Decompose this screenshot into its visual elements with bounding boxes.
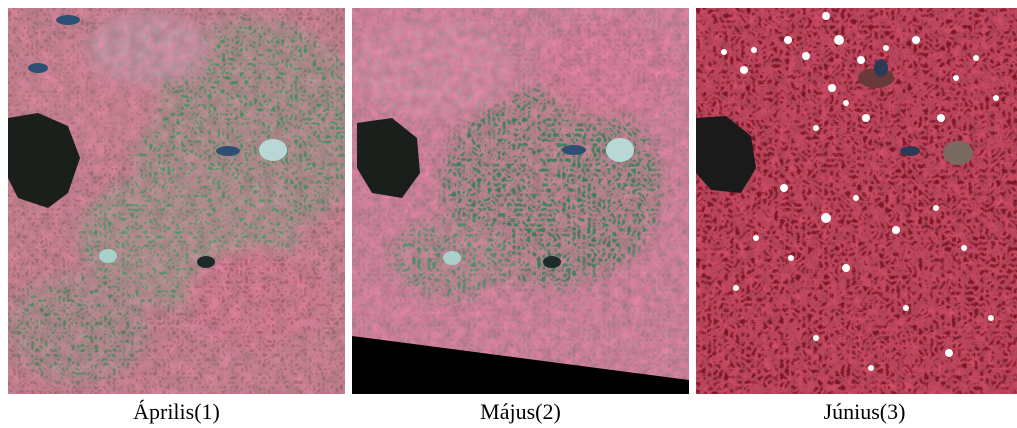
satellite-image-april xyxy=(8,8,345,394)
caption-may: Május(2) xyxy=(480,399,561,424)
june-image-canvas xyxy=(696,8,1017,394)
caption-april: Április(1) xyxy=(133,399,220,424)
cloud-layer xyxy=(721,12,999,371)
satellite-image-may xyxy=(352,8,689,394)
caption-june: Június(3) xyxy=(823,399,906,424)
april-image-canvas xyxy=(8,8,345,394)
may-image-canvas xyxy=(352,8,689,394)
satellite-image-june xyxy=(696,8,1017,394)
